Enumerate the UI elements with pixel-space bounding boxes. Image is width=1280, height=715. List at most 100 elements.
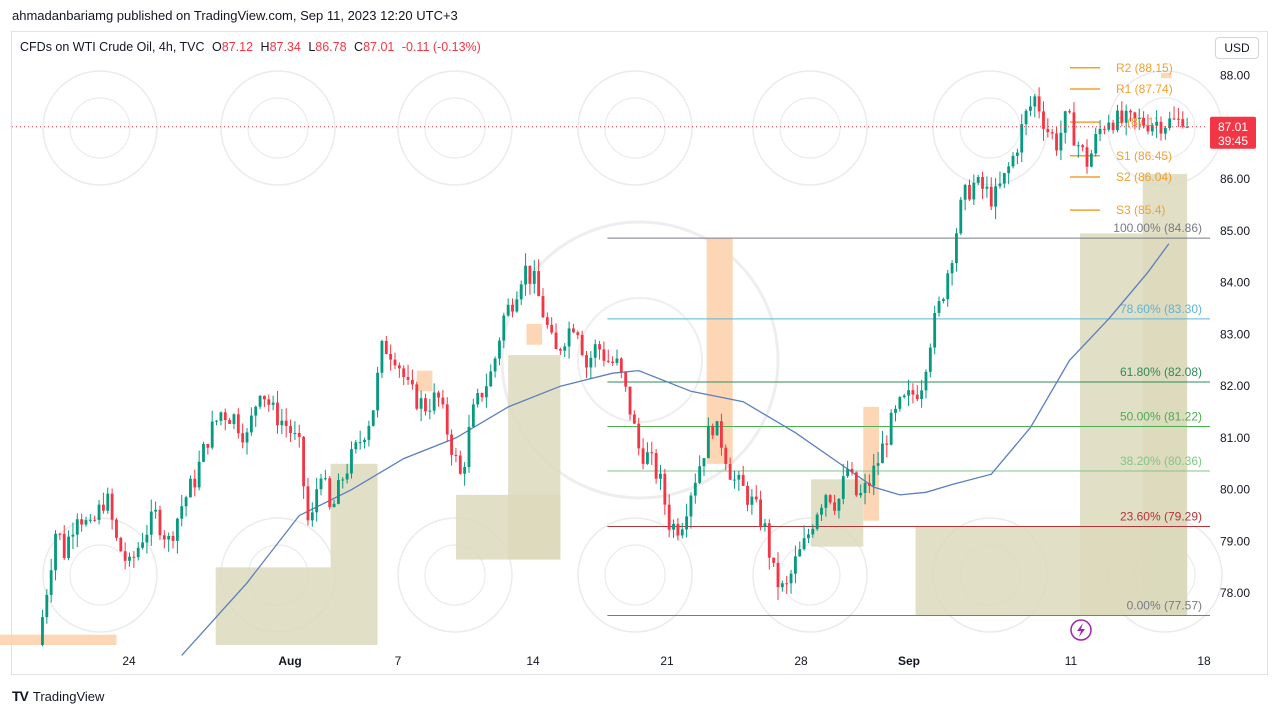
candle-body (93, 519, 97, 521)
candle-body (820, 507, 823, 515)
candle-body (1011, 155, 1015, 167)
candle-body (406, 377, 410, 380)
candle-body (119, 537, 123, 552)
candle-body (363, 439, 366, 443)
candle-body (123, 551, 127, 561)
x-tick-label: Sep (898, 654, 920, 668)
seal-ring (577, 70, 693, 186)
candle-body (467, 426, 471, 467)
candle-body (263, 395, 266, 400)
candle-body (528, 265, 532, 284)
candle-body (498, 340, 501, 359)
candle-body (110, 493, 114, 520)
seal-core (779, 544, 841, 606)
x-tick-label: 11 (1065, 654, 1078, 668)
candle-body (1185, 126, 1189, 128)
candle-body (1107, 122, 1111, 130)
candle-body (1068, 111, 1072, 113)
candle-body (132, 556, 136, 558)
candle-body (550, 324, 554, 333)
candle-body (946, 273, 950, 300)
candle-body (580, 334, 584, 356)
candle-body (293, 432, 297, 434)
candle-body (1159, 121, 1163, 134)
candle-body (972, 182, 976, 200)
candle-body (276, 402, 279, 426)
candle-body (154, 509, 158, 512)
candle-body (306, 486, 310, 521)
y-tick-label: 83.00 (1220, 327, 1250, 341)
candle-body (1033, 96, 1037, 107)
candle-body (924, 371, 928, 391)
pivot-label: R1 (87.74) (1116, 82, 1173, 96)
candle-body (136, 547, 140, 558)
candle-body (1081, 145, 1085, 148)
candle-body (1098, 128, 1102, 135)
candle-body (933, 312, 937, 348)
candle-body (1137, 117, 1141, 119)
candle-body (867, 482, 871, 486)
candle-body (976, 177, 980, 183)
pivot-label: R2 (88.15) (1116, 61, 1173, 75)
candle-body (563, 346, 567, 351)
pivot-label: S1 (86.45) (1116, 149, 1172, 163)
candle-body (650, 452, 654, 454)
candle-body (62, 533, 66, 558)
candle-body (184, 497, 188, 507)
seal-ring (752, 70, 868, 186)
candle-body (807, 534, 810, 539)
candle-body (602, 349, 606, 361)
candle-body (1163, 127, 1167, 134)
candle-body (780, 583, 784, 588)
candle-body (71, 534, 75, 537)
publisher-line: ahmadanbariamg published on TradingView.… (12, 8, 458, 23)
countdown-value: 39:45 (1218, 134, 1248, 148)
low-key: L (308, 40, 316, 54)
tradingview-logo[interactable]: TV TradingView (12, 688, 104, 704)
candle-body (249, 415, 253, 433)
seal-core (424, 97, 486, 159)
seal-ring (220, 70, 336, 186)
change-value: -0.11 (-0.13%) (401, 40, 481, 54)
candle-body (767, 523, 771, 558)
candle-body (624, 372, 628, 387)
candle-layer (41, 87, 1189, 647)
candle-body (902, 395, 906, 398)
candle-body (1181, 119, 1185, 127)
currency-button[interactable]: USD (1215, 37, 1259, 59)
candle-body (928, 347, 932, 372)
candle-body (876, 463, 880, 466)
candle-body (1155, 121, 1159, 126)
seal-ring (577, 517, 693, 633)
candle-body (441, 397, 445, 405)
y-tick-label: 85.00 (1220, 224, 1250, 238)
candle-body (881, 443, 884, 464)
candle-body (915, 394, 919, 400)
candle-body (763, 523, 767, 527)
candle-body (959, 199, 963, 234)
watermark-seal-10 (577, 517, 693, 633)
candle-body (258, 395, 262, 407)
candle-body (302, 436, 306, 487)
event-circle (1070, 619, 1092, 641)
candle-body (493, 358, 497, 372)
candle-body (101, 504, 105, 511)
candle-body (106, 493, 110, 511)
seal-core (779, 97, 841, 159)
candle-body (1024, 110, 1028, 125)
candle-body (67, 536, 70, 558)
candle-body (219, 412, 223, 421)
candle-body (1116, 110, 1119, 131)
candle-body (1142, 117, 1146, 126)
candle-body (728, 464, 732, 480)
candle-body (54, 533, 57, 571)
candle-body (271, 402, 275, 405)
candle-body (1076, 145, 1080, 147)
candle-body (776, 562, 780, 588)
y-tick-label: 80.00 (1220, 483, 1250, 497)
candle-body (415, 384, 419, 409)
candle-body (798, 549, 802, 557)
x-tick-label: 21 (660, 654, 674, 668)
candle-body (733, 479, 736, 481)
